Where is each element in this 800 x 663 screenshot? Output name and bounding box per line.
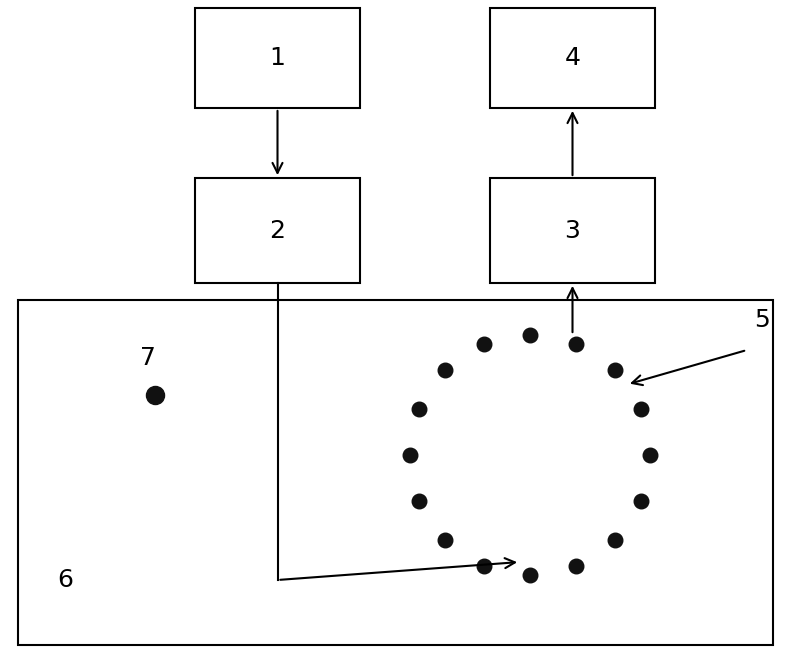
Point xyxy=(523,570,536,580)
Point xyxy=(523,330,536,340)
Point xyxy=(413,496,426,507)
Point xyxy=(643,450,656,460)
Point xyxy=(634,404,647,414)
Point xyxy=(413,404,426,414)
Text: 2: 2 xyxy=(270,219,286,243)
Text: 7: 7 xyxy=(140,346,156,370)
Point xyxy=(478,560,490,571)
Point xyxy=(478,339,490,349)
Point xyxy=(609,365,622,375)
Bar xyxy=(490,8,655,108)
Bar xyxy=(195,8,360,108)
Bar xyxy=(490,178,655,283)
Text: 6: 6 xyxy=(57,568,73,592)
Bar xyxy=(195,178,360,283)
Point xyxy=(570,560,582,571)
Text: 1: 1 xyxy=(270,46,286,70)
Point xyxy=(403,450,416,460)
Point xyxy=(438,365,451,375)
Text: 5: 5 xyxy=(754,308,770,332)
Point xyxy=(570,339,582,349)
Point xyxy=(634,496,647,507)
Point xyxy=(438,534,451,545)
Text: 4: 4 xyxy=(565,46,581,70)
Text: 3: 3 xyxy=(565,219,581,243)
Point xyxy=(609,534,622,545)
Bar xyxy=(18,300,773,645)
